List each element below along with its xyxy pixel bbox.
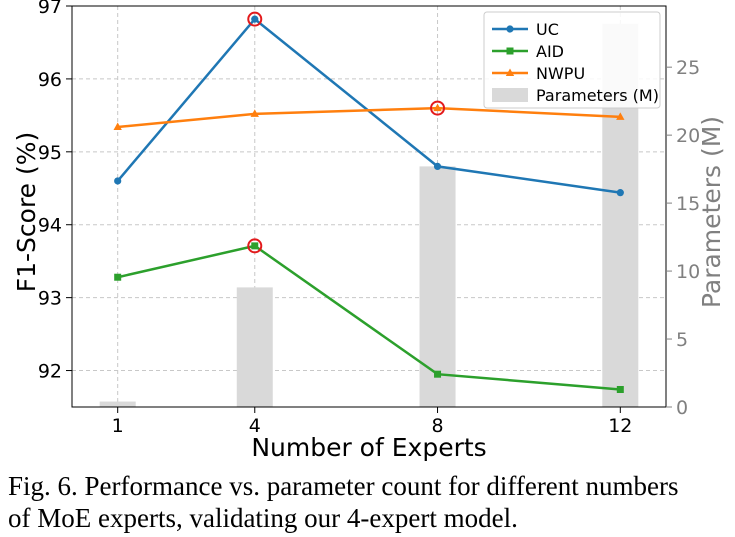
data-point-aid (251, 242, 259, 250)
x-tick-label: 8 (431, 415, 443, 437)
legend-marker-aid (506, 47, 514, 55)
x-tick-label: 4 (249, 415, 261, 437)
plot-frame (71, 5, 667, 408)
axes: 1 4 8 12 92 93 94 95 96 97 0 5 10 15 20 25 (38, 0, 700, 437)
y-tick-label: 95 (38, 142, 62, 164)
data-point-uc (251, 15, 259, 23)
y2-tick-label: 20 (676, 125, 700, 147)
legend: UC AID NWPU Parameters (M) (483, 11, 661, 109)
caption-line-1: Fig. 6. Performance vs. parameter count … (8, 471, 679, 501)
chart-svg: 1 4 8 12 92 93 94 95 96 97 0 5 10 15 20 25 Number of Ex… (12, 0, 726, 462)
data-point-nwpu (250, 109, 259, 117)
legend-marker-uc (506, 25, 514, 33)
y-tick-label: 92 (38, 361, 62, 383)
y-tick-label: 93 (38, 288, 62, 310)
best-point-highlight (430, 100, 446, 116)
y2-tick-label: 5 (676, 329, 688, 351)
y-tick-label: 96 (38, 69, 62, 91)
series-line-aid (117, 244, 621, 391)
parameter-bar (99, 401, 136, 407)
series-lines (113, 11, 625, 394)
x-tick-label: 12 (608, 415, 632, 437)
data-point-nwpu (113, 122, 122, 131)
chart: 1 4 8 12 92 93 94 95 96 97 0 5 10 15 20 25 Number of Ex… (12, 0, 726, 462)
series-line-nwpu (117, 106, 621, 129)
legend-label: UC (536, 20, 559, 39)
y-tick-label: 94 (38, 215, 62, 237)
y-axis-label: F1-Score (%) (12, 132, 41, 293)
x-axis-label: Number of Experts (251, 433, 486, 462)
figure-caption: Fig. 6. Performance vs. parameter count … (8, 470, 733, 534)
data-point-uc (114, 177, 122, 185)
series-line-uc (116, 17, 621, 194)
data-point-uc (616, 189, 624, 197)
data-point-nwpu (433, 103, 442, 112)
best-point-highlight (247, 238, 263, 254)
legend-marker-nwpu (505, 68, 515, 76)
y2-tick-label: 0 (676, 397, 688, 419)
y2-tick-label: 25 (676, 57, 700, 79)
best-point-highlight (247, 11, 263, 27)
data-point-aid (616, 386, 624, 394)
parameter-bar (236, 287, 273, 407)
data-point-aid (114, 273, 122, 281)
legend-label: NWPU (536, 64, 585, 83)
data-point-nwpu (616, 112, 625, 120)
caption-line-2: of MoE experts, validating our 4-expert … (8, 503, 518, 533)
data-point-aid (434, 370, 442, 378)
legend-box (483, 11, 661, 109)
x-tick-label: 1 (112, 415, 124, 437)
legend-swatch-parameters (492, 88, 528, 102)
data-point-uc (433, 162, 442, 170)
y2-tick-label: 10 (676, 261, 700, 283)
legend-label: AID (536, 42, 564, 61)
y2-tick-label: 15 (676, 193, 700, 215)
legend-label: Parameters (M) (536, 86, 659, 105)
y-tick-label: 97 (38, 0, 62, 18)
y2-axis-label: Parameters (M) (697, 116, 726, 308)
